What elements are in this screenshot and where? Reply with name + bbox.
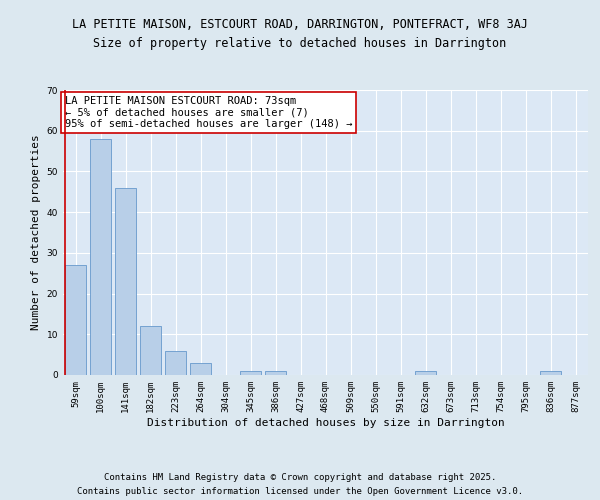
- Bar: [115, 188, 136, 375]
- Bar: [190, 363, 211, 375]
- Bar: [415, 371, 436, 375]
- Bar: [165, 350, 186, 375]
- Bar: [265, 371, 286, 375]
- Bar: [90, 139, 111, 375]
- Text: LA PETITE MAISON ESTCOURT ROAD: 73sqm
← 5% of detached houses are smaller (7)
95: LA PETITE MAISON ESTCOURT ROAD: 73sqm ← …: [65, 96, 353, 130]
- Bar: [540, 371, 561, 375]
- Bar: [65, 265, 86, 375]
- Bar: [240, 371, 261, 375]
- X-axis label: Distribution of detached houses by size in Darrington: Distribution of detached houses by size …: [146, 418, 505, 428]
- Text: LA PETITE MAISON, ESTCOURT ROAD, DARRINGTON, PONTEFRACT, WF8 3AJ: LA PETITE MAISON, ESTCOURT ROAD, DARRING…: [72, 18, 528, 30]
- Bar: [140, 326, 161, 375]
- Y-axis label: Number of detached properties: Number of detached properties: [31, 134, 41, 330]
- Text: Contains public sector information licensed under the Open Government Licence v3: Contains public sector information licen…: [77, 488, 523, 496]
- Text: Size of property relative to detached houses in Darrington: Size of property relative to detached ho…: [94, 38, 506, 51]
- Text: Contains HM Land Registry data © Crown copyright and database right 2025.: Contains HM Land Registry data © Crown c…: [104, 472, 496, 482]
